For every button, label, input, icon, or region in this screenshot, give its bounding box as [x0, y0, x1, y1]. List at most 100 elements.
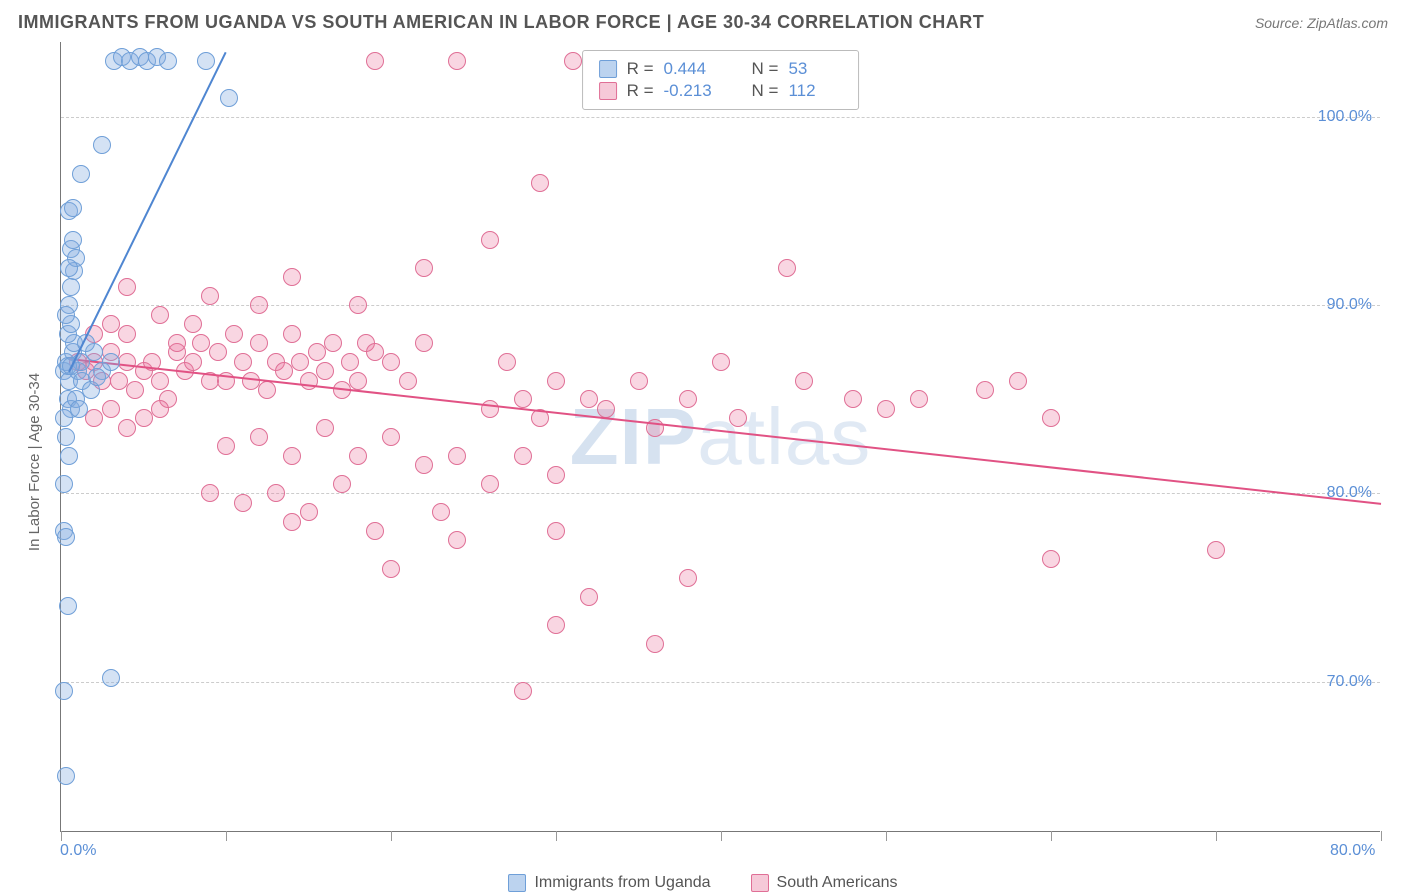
stats-row-south-american: R = -0.213 N = 112 [599, 81, 843, 101]
gridline [61, 493, 1380, 494]
legend-item-uganda: Immigrants from Uganda [508, 874, 710, 892]
data-point-south-american [564, 52, 582, 70]
data-point-south-american [333, 475, 351, 493]
data-point-south-american [126, 381, 144, 399]
y-tick-label: 100.0% [1318, 108, 1372, 126]
data-point-south-american [976, 381, 994, 399]
data-point-south-american [597, 400, 615, 418]
legend-swatch-south-american [751, 874, 769, 892]
data-point-uganda [57, 306, 75, 324]
data-point-uganda [55, 682, 73, 700]
data-point-uganda [88, 368, 106, 386]
data-point-south-american [877, 400, 895, 418]
data-point-south-american [679, 569, 697, 587]
legend-swatch-uganda [508, 874, 526, 892]
data-point-south-american [366, 343, 384, 361]
data-point-south-american [151, 306, 169, 324]
data-point-south-american [514, 390, 532, 408]
data-point-south-american [366, 52, 384, 70]
data-point-south-american [250, 428, 268, 446]
legend-item-south-american: South Americans [751, 874, 898, 892]
data-point-south-american [712, 353, 730, 371]
stat-n-south-american: 112 [788, 81, 842, 101]
data-point-south-american [366, 522, 384, 540]
data-point-south-american [448, 531, 466, 549]
data-point-uganda [64, 199, 82, 217]
data-point-south-american [168, 334, 186, 352]
data-point-south-american [184, 353, 202, 371]
stat-r-uganda: 0.444 [664, 59, 718, 79]
x-tick [556, 831, 557, 841]
data-point-south-american [481, 475, 499, 493]
x-tick [391, 831, 392, 841]
data-point-south-american [135, 409, 153, 427]
data-point-uganda [93, 136, 111, 154]
data-point-south-american [547, 372, 565, 390]
trend-line-uganda [68, 52, 227, 373]
data-point-south-american [415, 259, 433, 277]
data-point-south-american [201, 287, 219, 305]
data-point-south-american [844, 390, 862, 408]
swatch-south-american [599, 82, 617, 100]
data-point-uganda [55, 409, 73, 427]
x-tick-label: 0.0% [60, 842, 96, 860]
data-point-south-american [646, 635, 664, 653]
legend-label-south-american: South Americans [777, 874, 898, 892]
data-point-south-american [283, 268, 301, 286]
data-point-south-american [151, 400, 169, 418]
y-tick-label: 90.0% [1327, 296, 1372, 314]
x-tick [226, 831, 227, 841]
data-point-uganda [57, 428, 75, 446]
data-point-south-american [580, 588, 598, 606]
data-point-uganda [62, 278, 80, 296]
data-point-south-american [341, 353, 359, 371]
data-point-south-american [316, 419, 334, 437]
data-point-uganda [59, 597, 77, 615]
data-point-south-american [250, 334, 268, 352]
data-point-south-american [234, 353, 252, 371]
data-point-south-american [432, 503, 450, 521]
data-point-uganda [197, 52, 215, 70]
stat-n-uganda: 53 [788, 59, 842, 79]
data-point-south-american [630, 372, 648, 390]
data-point-south-american [795, 372, 813, 390]
chart-container: In Labor Force | Age 30-34 ZIPatlas R = … [18, 42, 1388, 892]
data-point-south-american [85, 409, 103, 427]
data-point-south-american [1042, 550, 1060, 568]
data-point-south-american [349, 447, 367, 465]
gridline [61, 117, 1380, 118]
data-point-south-american [349, 372, 367, 390]
stat-label: N = [752, 81, 779, 101]
stat-label: N = [752, 59, 779, 79]
y-tick-label: 70.0% [1327, 673, 1372, 691]
data-point-south-american [184, 315, 202, 333]
data-point-south-american [729, 409, 747, 427]
x-tick [61, 831, 62, 841]
data-point-south-american [258, 381, 276, 399]
data-point-south-american [679, 390, 697, 408]
data-point-south-american [514, 682, 532, 700]
data-point-south-american [531, 174, 549, 192]
source-attribution: Source: ZipAtlas.com [1255, 15, 1388, 31]
data-point-uganda [159, 52, 177, 70]
data-point-south-american [209, 343, 227, 361]
data-point-south-american [399, 372, 417, 390]
legend-label-uganda: Immigrants from Uganda [534, 874, 710, 892]
correlation-stats-box: R = 0.444 N = 53 R = -0.213 N = 112 [582, 50, 860, 110]
gridline [61, 682, 1380, 683]
data-point-south-american [382, 428, 400, 446]
stat-label: R = [627, 81, 654, 101]
data-point-south-american [1009, 372, 1027, 390]
data-point-south-american [481, 231, 499, 249]
x-tick-label: 80.0% [1330, 842, 1375, 860]
watermark: ZIPatlas [570, 391, 871, 483]
stats-row-uganda: R = 0.444 N = 53 [599, 59, 843, 79]
data-point-south-american [514, 447, 532, 465]
data-point-south-american [291, 353, 309, 371]
data-point-south-american [382, 353, 400, 371]
data-point-south-american [415, 456, 433, 474]
x-tick [1051, 831, 1052, 841]
data-point-south-american [118, 353, 136, 371]
data-point-uganda [60, 259, 78, 277]
data-point-south-american [316, 362, 334, 380]
